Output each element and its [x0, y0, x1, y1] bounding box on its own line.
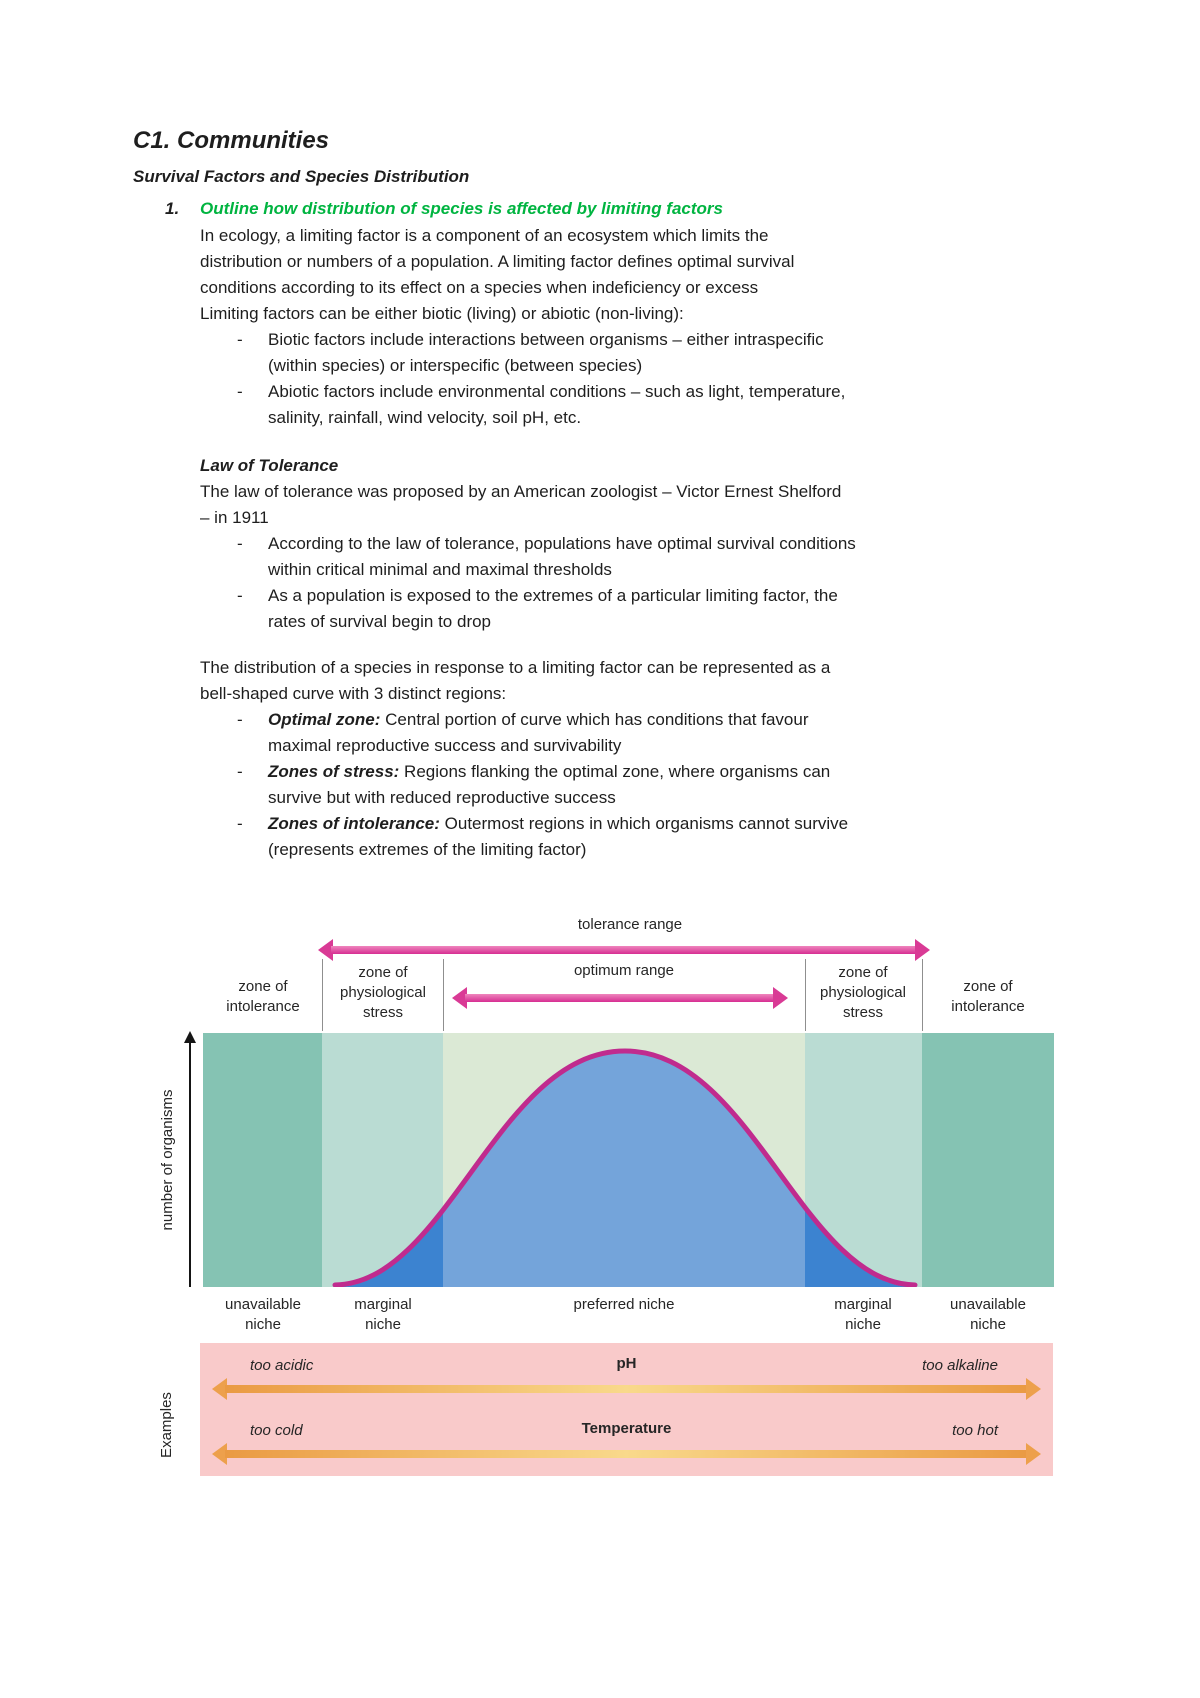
- bullet-text: Biotic factors include interactions betw…: [268, 330, 824, 375]
- paragraph-law-of-tolerance: The law of tolerance was proposed by an …: [200, 482, 842, 527]
- bullet-zones-of-intolerance: - Zones of intolerance: Outermost region…: [237, 811, 1073, 863]
- bullet-text: According to the law of tolerance, popul…: [268, 534, 856, 579]
- y-axis-label: number of organisms: [159, 1089, 176, 1231]
- y-axis-arrowhead-icon: [184, 1031, 196, 1043]
- arrow-shaft: [465, 994, 775, 1002]
- temperature-range-arrow: [212, 1443, 1041, 1465]
- section-heading: Survival Factors and Species Distributio…: [133, 167, 470, 186]
- optimum-range-label: optimum range: [573, 962, 675, 979]
- zone-divider: [443, 959, 444, 1031]
- question-item: 1. Outline how distribution of species i…: [133, 196, 1073, 222]
- paragraph-distribution: The distribution of a species in respons…: [200, 658, 831, 703]
- bullet-marker: -: [237, 382, 243, 401]
- arrow-shaft: [331, 946, 917, 954]
- question-heading: Outline how distribution of species is a…: [200, 199, 723, 218]
- niche-label-unavailable-left: unavailable niche: [225, 1296, 301, 1333]
- temperature-axis-label: Temperature: [581, 1420, 672, 1437]
- niche-label-unavailable-right: unavailable niche: [950, 1296, 1026, 1333]
- niche-label-preferred: preferred niche: [573, 1296, 675, 1313]
- zone-label-intolerance-right: zone of intolerance: [951, 978, 1025, 1015]
- examples-axis-label: Examples: [158, 1392, 175, 1458]
- question-number: 1.: [165, 199, 180, 218]
- bullet-optimal-zone: - Optimal zone: Central portion of curve…: [237, 707, 1073, 759]
- examples-panel: too acidic pH too alkaline too cold Temp…: [200, 1343, 1053, 1476]
- arrow-right-head-icon: [915, 939, 930, 961]
- bullet-text: Abiotic factors include environmental co…: [268, 382, 846, 427]
- bullet-abiotic: - Abiotic factors include environmental …: [237, 379, 1073, 431]
- arrow-right-head-icon: [773, 987, 788, 1009]
- bullet-body: Regions flanking the optimal zone, where…: [268, 762, 831, 807]
- arrow-shaft: [225, 1385, 1028, 1393]
- tolerance-range-arrow: [318, 939, 930, 961]
- bullet-text: Zones of intolerance: Outermost regions …: [268, 811, 848, 863]
- bullet-body: Outermost regions in which organisms can…: [268, 814, 849, 859]
- niche-label-marginal-right: marginal niche: [834, 1296, 892, 1333]
- zone-divider: [922, 959, 923, 1031]
- arrow-shaft: [225, 1450, 1028, 1458]
- zone-label-stress-left: zone of physiological stress: [340, 964, 426, 1021]
- bullet-zones-of-stress: - Zones of stress: Regions flanking the …: [237, 759, 1073, 811]
- bullet-marker: -: [237, 710, 243, 729]
- bullet-text: Zones of stress: Regions flanking the op…: [268, 759, 830, 811]
- bullet-lead: Zones of intolerance:: [268, 814, 440, 833]
- tolerance-range-label: tolerance range: [577, 916, 683, 933]
- bullet-law-2: - As a population is exposed to the extr…: [237, 583, 1073, 635]
- bullet-text: Optimal zone: Central portion of curve w…: [268, 707, 808, 759]
- niche-label-marginal-left: marginal niche: [354, 1296, 412, 1333]
- ph-range-arrow: [212, 1378, 1041, 1400]
- bullet-lead: Zones of stress:: [268, 762, 400, 781]
- page-title: C1. Communities: [133, 127, 330, 154]
- arrow-left-head-icon: [452, 987, 467, 1009]
- zone-label-intolerance-left: zone of intolerance: [226, 978, 300, 1015]
- paragraph-limiting-factor: In ecology, a limiting factor is a compo…: [200, 226, 795, 323]
- bullet-lead: Optimal zone:: [268, 710, 381, 729]
- bullet-marker: -: [237, 330, 243, 349]
- bullet-marker: -: [237, 534, 243, 553]
- bullet-text: As a population is exposed to the extrem…: [268, 586, 838, 631]
- temperature-low-extreme-label: too cold: [250, 1422, 303, 1439]
- zone-divider: [805, 959, 806, 1031]
- arrow-left-head-icon: [212, 1378, 227, 1400]
- zone-divider: [322, 959, 323, 1031]
- arrow-right-head-icon: [1026, 1443, 1041, 1465]
- ph-axis-label: pH: [616, 1355, 637, 1372]
- arrow-left-head-icon: [318, 939, 333, 961]
- law-of-tolerance-heading: Law of Tolerance: [200, 456, 339, 475]
- tolerance-curve-chart: [203, 1033, 1054, 1287]
- arrow-right-head-icon: [1026, 1378, 1041, 1400]
- bullet-biotic: - Biotic factors include interactions be…: [237, 327, 1073, 379]
- bullet-marker: -: [237, 586, 243, 605]
- ph-low-extreme-label: too acidic: [250, 1357, 314, 1374]
- bullet-body: Central portion of curve which has condi…: [268, 710, 809, 755]
- bullet-marker: -: [237, 814, 243, 833]
- tolerance-diagram: tolerance range zone of intolerance zone…: [0, 903, 1200, 1523]
- bullet-marker: -: [237, 762, 243, 781]
- zone-label-stress-right: zone of physiological stress: [820, 964, 906, 1021]
- ph-high-extreme-label: too alkaline: [922, 1357, 998, 1374]
- arrow-left-head-icon: [212, 1443, 227, 1465]
- y-axis: [189, 1043, 191, 1287]
- bullet-law-1: - According to the law of tolerance, pop…: [237, 531, 1073, 583]
- temperature-high-extreme-label: too hot: [952, 1422, 998, 1439]
- notes-content: C1. Communities Survival Factors and Spe…: [133, 126, 1073, 863]
- optimum-range-arrow: [452, 987, 788, 1009]
